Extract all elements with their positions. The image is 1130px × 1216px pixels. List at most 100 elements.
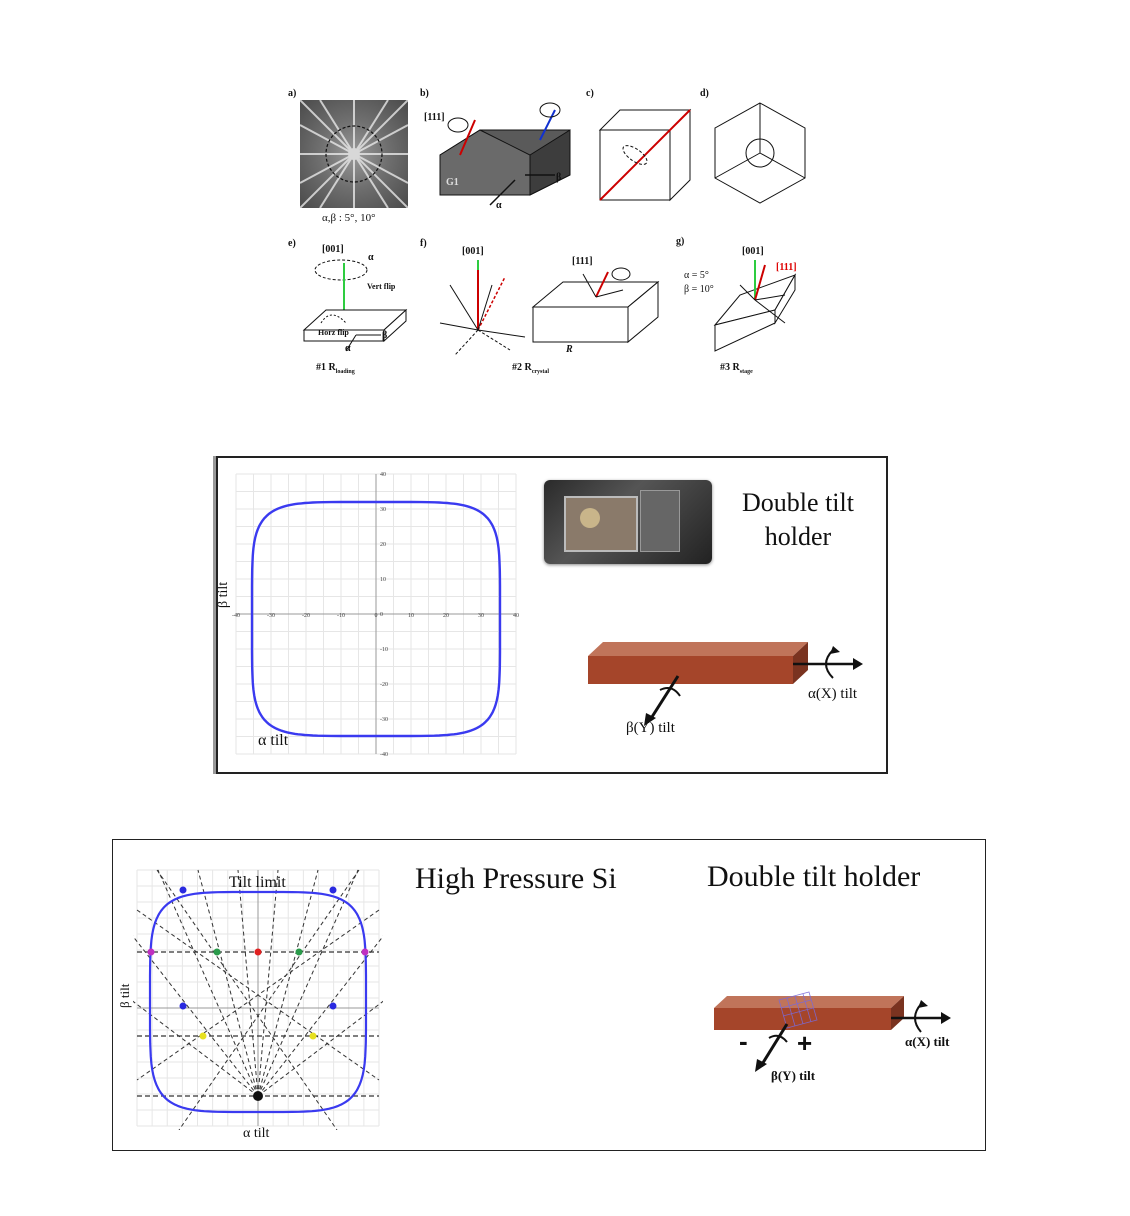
bottom-alpha-label: α(X) tilt xyxy=(905,1034,950,1049)
middle-beta-label: β(Y) tilt xyxy=(626,720,675,736)
tilt-limit-curve xyxy=(148,890,368,1114)
panel-b-block-label: G1 xyxy=(446,177,459,188)
x-tick-label: 40 xyxy=(513,613,519,619)
middle-x-axis-label: α tilt xyxy=(258,732,289,749)
trace-line xyxy=(237,869,259,1097)
trace-line xyxy=(257,869,359,1097)
minus-sign: - xyxy=(739,1026,748,1056)
panel-label-e: e) xyxy=(288,238,296,249)
zone-axis-point xyxy=(295,948,303,956)
y-tick-label: 0 xyxy=(380,612,383,618)
x-tick-label: 20 xyxy=(443,613,449,619)
tilt-block-diagram-1 xyxy=(588,642,863,726)
middle-title-line2: holder xyxy=(764,522,832,551)
trace-line xyxy=(156,869,338,1130)
zone-axis-point xyxy=(179,1002,187,1010)
x-tick-label: 0 xyxy=(375,613,378,619)
hexagon-projection-diagram xyxy=(714,102,806,204)
panel-e-horz-flip: Horz flip xyxy=(318,328,349,337)
stage-diagram xyxy=(713,260,797,352)
panel-f-direction-111: [111] xyxy=(572,256,593,267)
x-tick-label: -10 xyxy=(337,613,345,619)
kikuchi-pattern-image xyxy=(300,100,408,208)
panel-label-b: b) xyxy=(420,88,429,99)
panel-e-alpha-bottom: α xyxy=(345,343,351,354)
zone-axis-point xyxy=(309,1032,317,1040)
panel-f-block-label: R xyxy=(566,344,573,355)
zone-axis-point xyxy=(147,948,155,956)
y-tick-label: -40 xyxy=(380,752,388,758)
trace-line xyxy=(257,1000,383,1097)
panel-f-direction-001: [001] xyxy=(462,246,484,257)
trace-line xyxy=(257,869,279,1097)
panel-g-alpha-value: α = 5° xyxy=(684,270,709,281)
zone-axis-point xyxy=(213,948,221,956)
tilt-range-plot-1: -40 -30 -20 -10 0 10 20 30 40 40 30 20 10 0 -10 -20 -30 -… xyxy=(232,472,519,758)
zone-axis-point xyxy=(253,1091,263,1101)
zone-axis-point xyxy=(254,948,262,956)
middle-alpha-label: α(X) tilt xyxy=(808,686,858,702)
x-tick-label: 10 xyxy=(408,613,414,619)
tilt-block-diagram-2 xyxy=(714,991,951,1072)
zone-axis-point xyxy=(329,886,337,894)
plus-sign: + xyxy=(797,1028,813,1058)
panel-b-alpha: α xyxy=(496,200,502,211)
crystal-axes-diagram xyxy=(439,260,526,356)
middle-title: Double tilt holder xyxy=(718,486,878,554)
trace-line xyxy=(197,869,259,1097)
panel-e-caption: #1 Rloading xyxy=(316,362,355,375)
y-tick-label: -30 xyxy=(380,717,388,723)
zone-axis-point xyxy=(361,948,369,956)
trace-line xyxy=(178,869,360,1130)
bottom-y-axis-label: β tilt xyxy=(117,983,132,1008)
panel-label-a: a) xyxy=(288,88,297,99)
double-tilt-panel: -40 -30 -20 -10 0 10 20 30 40 40 30 20 10 0 -10 -20 -30 -… xyxy=(216,456,888,774)
y-tick-label: -20 xyxy=(380,682,388,688)
trace-line xyxy=(133,1000,259,1097)
panel-g-direction-001: [001] xyxy=(742,246,764,257)
crystal-block-diagram xyxy=(531,267,660,344)
middle-title-line1: Double tilt xyxy=(742,488,854,517)
trace-line xyxy=(257,869,319,1097)
y-tick-label: 20 xyxy=(380,542,386,548)
zone-axis-point xyxy=(179,886,187,894)
panel-e-alpha-top: α xyxy=(368,252,374,263)
panel-g-caption: #3 Rstage xyxy=(720,362,753,375)
sample-block-diagram xyxy=(439,102,571,206)
tilt-limit-label: Tilt limit xyxy=(229,874,286,891)
trace-line xyxy=(157,869,259,1097)
x-tick-label: -40 xyxy=(232,613,240,619)
panel-a-caption: α,β : 5°, 10° xyxy=(322,212,376,224)
middle-y-axis-label: β tilt xyxy=(216,581,231,608)
cube-diagram xyxy=(598,108,692,202)
panel-g-beta-value: β = 10° xyxy=(684,284,714,295)
high-pressure-si-panel: Tilt limit α tilt β tilt High Pressure S… xyxy=(112,839,986,1151)
panel-label-f: f) xyxy=(420,238,427,249)
zone-axis-point xyxy=(329,1002,337,1010)
y-tick-label: -10 xyxy=(380,647,388,653)
holder-photo xyxy=(544,480,712,564)
zone-axis-point xyxy=(199,1032,207,1040)
y-tick-label: 40 xyxy=(380,472,386,478)
panel-label-d: d) xyxy=(700,88,709,99)
y-tick-label: 30 xyxy=(380,507,386,513)
panel-g-direction-111: [111] xyxy=(776,262,797,273)
double-tilt-holder-title: Double tilt holder xyxy=(707,860,921,893)
tilt-range-plot-2 xyxy=(133,869,383,1130)
bottom-x-axis-label: α tilt xyxy=(243,1126,270,1141)
x-tick-label: 30 xyxy=(478,613,484,619)
tilt-limit-curve xyxy=(250,500,502,738)
panel-label-g: g) xyxy=(676,236,685,247)
panel-f-caption: #2 Rcrystal xyxy=(512,362,550,375)
panel-label-c: c) xyxy=(586,88,594,99)
x-tick-label: -30 xyxy=(267,613,275,619)
panel-e-direction: [001] xyxy=(322,244,344,255)
x-tick-label: -20 xyxy=(302,613,310,619)
loading-diagram xyxy=(302,259,408,352)
y-tick-label: 10 xyxy=(380,577,386,583)
panel-b-beta: β xyxy=(556,172,562,183)
panel-b-direction: [111] xyxy=(424,112,445,123)
panel-e-beta: β xyxy=(382,330,388,341)
trace-line xyxy=(136,909,380,1081)
high-pressure-si-title: High Pressure Si xyxy=(415,862,617,895)
